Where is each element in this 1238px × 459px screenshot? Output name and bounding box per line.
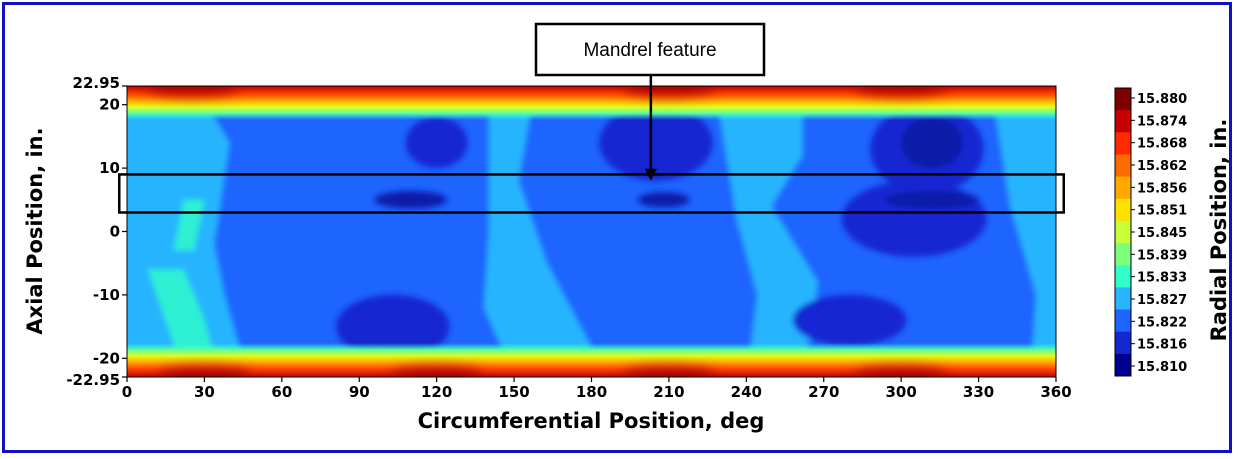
x-tick-label: 120 [421,383,452,401]
colorbar-tick-label: 15.856 [1137,181,1187,196]
colorbar-tick-label: 15.851 [1137,204,1187,219]
contour-light-band [483,92,592,377]
colorbar-tick-label: 15.816 [1137,338,1187,353]
colorbar-tick-label: 15.833 [1137,271,1187,286]
y-tick-label: 20 [99,96,120,114]
x-tick-label: 270 [808,383,839,401]
colorbar-tick-label: 15.874 [1137,114,1187,129]
colorbar-tick-label: 15.880 [1137,92,1187,107]
contour-low-region [599,104,713,181]
colorbar-swatch [1115,110,1131,133]
contour-cyan-band [147,269,215,359]
colorbar-tick-label: 15.827 [1137,293,1187,308]
x-tick-label: 300 [886,383,917,401]
contour-low-region [637,192,690,208]
contour-field [127,86,1056,377]
figure-frame [2,2,1232,453]
callout-box [534,22,766,77]
contour-light-band [991,92,1056,377]
contour-low-region [792,294,907,346]
colorbar-swatch [1115,265,1131,288]
contour-high-region [622,86,716,95]
colorbar-swatch [1115,287,1131,311]
contour-light-band [715,92,819,377]
y-axis-ticks: 22.95 20 10 0 -10 -20 -22.95 [66,74,127,389]
colorbar-swatch [1115,353,1131,377]
y-tick-label: -20 [93,349,120,367]
contour-high-region [157,368,251,377]
contour-low-region [336,294,450,359]
colorbar-swatch [1115,154,1131,178]
x-tick-label: 360 [1040,383,1071,401]
contour-high-region [390,368,484,377]
x-tick-label: 150 [498,383,529,401]
contour-low-region [405,117,468,169]
x-tick-label: 240 [731,383,762,401]
contour-high-region [145,86,238,95]
callout-arrowhead [644,168,657,181]
colorbar: 15.880 15.874 15.868 15.862 15.856 15.851 15.8… [1114,87,1187,377]
contour-low-region [374,190,447,209]
x-tick-label: 330 [963,383,994,401]
x-tick-label: 60 [271,383,292,401]
colorbar-label: Radial Position, in. [1207,119,1231,342]
x-tick-label: 210 [653,383,684,401]
y-tick-label: -10 [93,286,120,304]
colorbar-swatch [1115,198,1131,222]
colorbar-tick-label: 15.845 [1137,226,1187,241]
callout-text: Mandrel feature [583,40,716,61]
colorbar-tick-label: 15.822 [1137,315,1187,330]
colorbar-swatch [1115,88,1131,111]
contour-low-region [885,190,979,209]
y-axis-label: Axial Position, in. [23,127,47,334]
colorbar-tick-label: 15.839 [1137,248,1187,263]
y-tick-label: 0 [110,223,120,241]
colorbar-swatch [1115,132,1131,155]
x-tick-label: 90 [349,383,370,401]
contour-high-region [854,86,948,95]
colorbar-tick-label: 15.810 [1137,360,1187,375]
colorbar-swatch [1115,220,1131,244]
contour-high-region [622,368,716,377]
colorbar-swatch [1115,176,1131,200]
x-axis-ticks: 0 30 60 90 120 150 180 210 240 270 300 330 360 [122,377,1072,401]
x-tick-label: 0 [122,383,132,401]
y-tick-label: -22.95 [66,371,120,389]
highlight-box [118,173,1065,214]
colorbar-swatch [1115,309,1131,333]
y-tick-label: 10 [99,159,120,177]
colorbar-swatch [1115,331,1131,355]
contour-low-region [901,117,964,169]
contour-high-region [854,368,948,377]
colorbar-tick-label: 15.862 [1137,159,1187,174]
x-axis-label: Circumferential Position, deg [418,409,765,433]
colorbar-tick-label: 15.868 [1137,137,1187,152]
y-tick-label: 22.95 [73,74,120,92]
x-tick-label: 180 [576,383,607,401]
colorbar-swatch [1115,243,1131,266]
x-tick-label: 30 [194,383,215,401]
